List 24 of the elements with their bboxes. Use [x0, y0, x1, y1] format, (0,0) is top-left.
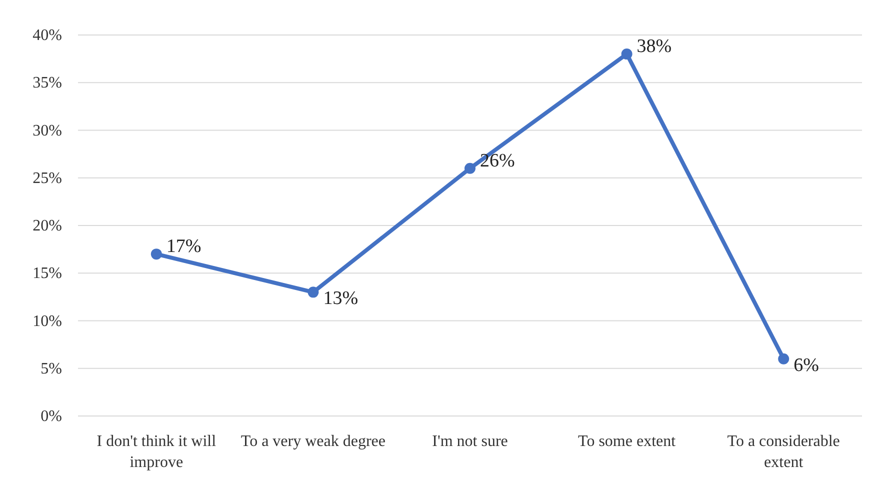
- text: 26%: [480, 150, 515, 172]
- point: [621, 48, 632, 60]
- text: 38%: [636, 36, 672, 58]
- y-tick-label: 30%: [32, 122, 62, 140]
- y-tick-label: 35%: [32, 74, 62, 92]
- text: 13%: [323, 288, 358, 310]
- x-tick-label: To a very weak degree: [240, 433, 386, 450]
- point: [778, 353, 790, 364]
- x-tick-label: I'm not sure: [432, 433, 508, 450]
- x-tick-label: To a considerable extent: [727, 433, 840, 471]
- text: 17%: [166, 236, 202, 258]
- y-tick-label: 40%: [32, 27, 62, 44]
- x-tick-label: I don't think it will improve: [96, 433, 217, 471]
- y-tick-label: 5%: [40, 360, 62, 378]
- x-tick-label: To some extent: [578, 433, 676, 450]
- point: [150, 248, 162, 260]
- y-tick-label: 25%: [32, 170, 62, 187]
- y-tick-label: 15%: [32, 265, 62, 282]
- point: [464, 162, 476, 174]
- point: [308, 286, 319, 298]
- y-tick-label: 10%: [32, 312, 62, 330]
- text: 6%: [794, 354, 819, 376]
- y-tick-label: 0%: [40, 408, 62, 425]
- y-tick-label: 20%: [32, 218, 62, 234]
